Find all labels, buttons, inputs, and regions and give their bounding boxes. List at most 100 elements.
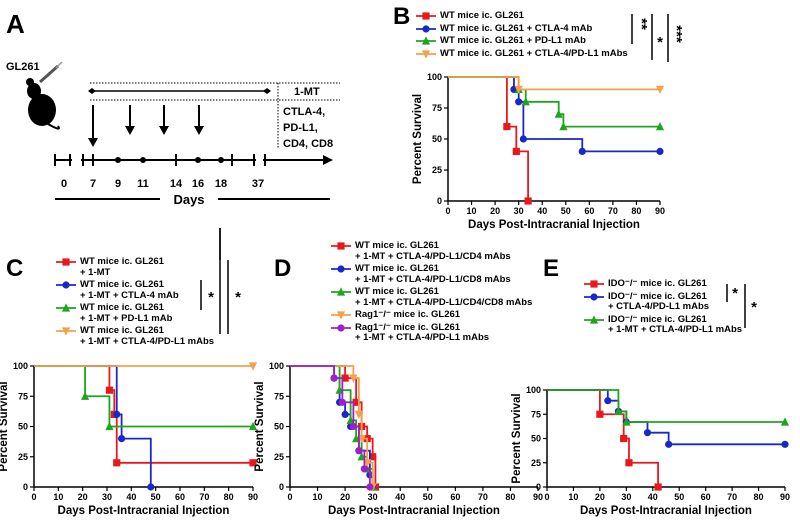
legend-entry: IDO⁻/⁻ mice ic. GL261 <box>583 278 742 290</box>
marker <box>512 147 520 155</box>
legend-swatch <box>416 36 436 45</box>
x-tick-label: 50 <box>561 206 571 216</box>
y-axis-label: Percent Survival <box>0 381 10 471</box>
y-tick-label: 75 <box>432 103 442 113</box>
legend-swatch <box>416 49 436 59</box>
marker <box>625 459 633 467</box>
legend: IDO⁻/⁻ mice ic. GL261 IDO⁻/⁻ mice ic. GL2… <box>583 278 742 338</box>
y-tick-label: 75 <box>18 391 28 401</box>
marker <box>656 147 664 155</box>
x-tick-label: 90 <box>533 492 543 502</box>
legend-swatch <box>56 258 76 266</box>
marker <box>620 434 628 443</box>
legend-entry: WT mice ic. GL261 + 1-MT + CTLA-4/PD-L1/… <box>330 286 533 308</box>
significance-label: ** <box>633 18 650 30</box>
y-tick-label: 50 <box>18 422 28 432</box>
survival-line <box>448 76 660 128</box>
y-tick-label: 100 <box>526 385 541 395</box>
y-tick-label: 25 <box>274 452 284 462</box>
legend-entry: Rag1⁻/⁻ mice ic. GL261 <box>330 309 532 321</box>
marker <box>62 258 70 266</box>
y-tick-label: 75 <box>531 409 541 419</box>
legend-label: WT mice ic. GL261 + CTLA-4 mAb <box>440 22 593 34</box>
legend-entry: WT mice ic. GL261 + 1-MT + PD-L1 mAb <box>55 302 214 324</box>
legend-swatch <box>56 303 76 312</box>
marker <box>336 287 346 296</box>
day-label: 18 <box>215 178 227 190</box>
marker <box>655 122 665 131</box>
marker <box>521 97 530 106</box>
y-tick-label: 0 <box>23 482 28 492</box>
marker <box>589 314 599 324</box>
y-tick-label: 25 <box>531 458 541 468</box>
y-axis-label: Percent Survival <box>254 381 266 471</box>
y-tick-label: 0 <box>437 196 442 206</box>
marker <box>366 483 374 491</box>
marker <box>330 374 338 382</box>
survival-line <box>448 76 529 201</box>
legend-label: Rag1⁻/⁻ mice ic. GL261 + 1-MT + CTLA-4/P… <box>355 321 490 343</box>
x-tick-label: 40 <box>395 492 405 502</box>
x-tick-label: 80 <box>224 492 234 502</box>
x-tick-label: 30 <box>621 492 631 502</box>
x-axis-label: Days Post-Intracranial Injection <box>580 505 752 517</box>
marker <box>524 197 532 205</box>
marker <box>147 483 155 491</box>
x-tick-label: 60 <box>175 492 185 502</box>
y-tick-label: 50 <box>432 134 442 144</box>
legend-entry: WT mice ic. GL261 + CTLA-4/PD-L1 mAbs <box>415 48 628 60</box>
legend-label: WT mice ic. GL261 + 1-MT + CTLA-4/PD-L1/… <box>355 286 533 308</box>
marker <box>604 397 612 405</box>
marker <box>248 421 258 431</box>
x-tick-label: 80 <box>631 206 641 216</box>
marker <box>337 265 345 273</box>
x-axis-label: Days Post-Intracranial Injection <box>468 219 640 231</box>
marker <box>422 12 430 20</box>
legend-label: WT mice ic. GL261 + 1-MT + CTLA-4/PD-L1 … <box>80 325 215 347</box>
x-tick-label: 40 <box>537 206 547 216</box>
significance-label: * <box>751 299 757 316</box>
marker <box>113 410 121 418</box>
marker <box>421 36 431 45</box>
legend-swatch <box>331 311 351 320</box>
x-tick-label: 50 <box>423 492 433 502</box>
y-tick-label: 100 <box>269 361 284 371</box>
panel-label: C <box>6 255 23 282</box>
x-tick-label: 10 <box>313 492 323 502</box>
mouse-icon <box>26 61 63 130</box>
x-tick-label: 40 <box>126 492 136 502</box>
x-tick-label: 80 <box>754 492 764 502</box>
day-label: 16 <box>192 178 204 190</box>
legend-entry: IDO⁻/⁻ mice ic. GL261 + 1-MT + CTLA-4/PD… <box>583 314 742 336</box>
marker <box>105 386 114 394</box>
legend-label: WT mice ic. GL261 + 1-MT + CTLA-4/PD-L1/… <box>355 263 511 285</box>
legend-swatch <box>331 265 351 273</box>
legend-entry: WT mice ic. GL261 + CTLA-4 mAb <box>415 22 628 35</box>
legend-swatch <box>331 287 351 296</box>
marker <box>81 391 90 400</box>
legend-entry: WT mice ic. GL261 + 1-MT + CTLA-4/PD-L1 … <box>55 325 215 347</box>
legend-entry: WT mice ic. GL261 <box>415 10 628 22</box>
legend-entry: IDO⁻/⁻ mice ic. GL261 + CTLA-4/PD-L1 mAb… <box>583 291 742 313</box>
panel-label: E <box>543 255 559 282</box>
legend-swatch <box>584 314 604 324</box>
marker <box>61 327 71 336</box>
legend-entry: WT mice ic. GL261 + 1-MT + CTLA-4/PD-L1/… <box>330 263 532 285</box>
marker <box>590 280 598 288</box>
legend: WT mice ic. GL261 WT mice ic. GL261 + CTL… <box>415 10 628 61</box>
x-tick-label: 0 <box>544 492 549 502</box>
survival-line <box>547 389 785 423</box>
legend-swatch <box>584 280 604 288</box>
treatment-1: 1-MT <box>294 86 320 98</box>
legend-swatch <box>56 327 76 336</box>
marker <box>514 85 523 94</box>
x-tick-label: 70 <box>199 492 209 502</box>
y-tick-label: 75 <box>274 391 284 401</box>
legend: WT mice ic. GL261 + 1-MT WT mice ic. GL26… <box>55 256 215 349</box>
legend: WT mice ic. GL261 + 1-MT + CTLA-4/PD-L1/… <box>330 240 533 346</box>
marker <box>654 483 662 491</box>
x-tick-label: 60 <box>450 492 460 502</box>
marker <box>352 398 360 406</box>
